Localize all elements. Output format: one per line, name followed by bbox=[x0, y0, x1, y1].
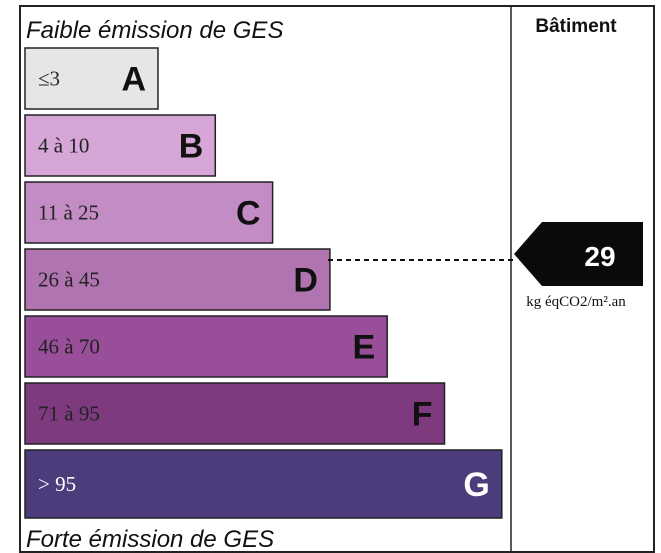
bars: ≤3 A 4 à 10 B 11 à 25 C 26 à 45 D 46 à 70 E 71 à 9… bbox=[24, 47, 503, 519]
bar-letter: C bbox=[236, 195, 261, 233]
bar bbox=[24, 315, 388, 378]
bar-range: > 95 bbox=[38, 472, 76, 496]
bar bbox=[24, 47, 159, 110]
bar-range: 4 à 10 bbox=[38, 134, 89, 158]
bar-range: 26 à 45 bbox=[38, 268, 100, 292]
bar-range: 71 à 95 bbox=[38, 402, 100, 426]
bar bbox=[24, 114, 217, 177]
bar bbox=[24, 449, 503, 519]
bar-letter: E bbox=[353, 329, 376, 367]
indicator-value: 29 bbox=[584, 241, 615, 272]
bar-letter: B bbox=[179, 128, 204, 166]
bar-range: 46 à 70 bbox=[38, 335, 100, 359]
bottom-label: Forte émission de GES bbox=[26, 526, 274, 553]
bar-letter: F bbox=[412, 396, 433, 434]
bar-range: ≤3 bbox=[38, 67, 60, 91]
indicator-unit: kg éqCO2/m².an bbox=[526, 294, 626, 310]
bar-range: 11 à 25 bbox=[38, 201, 99, 225]
bar-letter: D bbox=[293, 262, 318, 300]
bar-letter: A bbox=[121, 61, 146, 99]
column-title: Bâtiment bbox=[535, 16, 617, 37]
indicator-arrow bbox=[514, 222, 643, 286]
bar bbox=[24, 248, 331, 311]
top-label: Faible émission de GES bbox=[26, 17, 283, 44]
bar bbox=[24, 382, 446, 445]
bar-letter: G bbox=[463, 466, 489, 504]
bar bbox=[24, 181, 274, 244]
